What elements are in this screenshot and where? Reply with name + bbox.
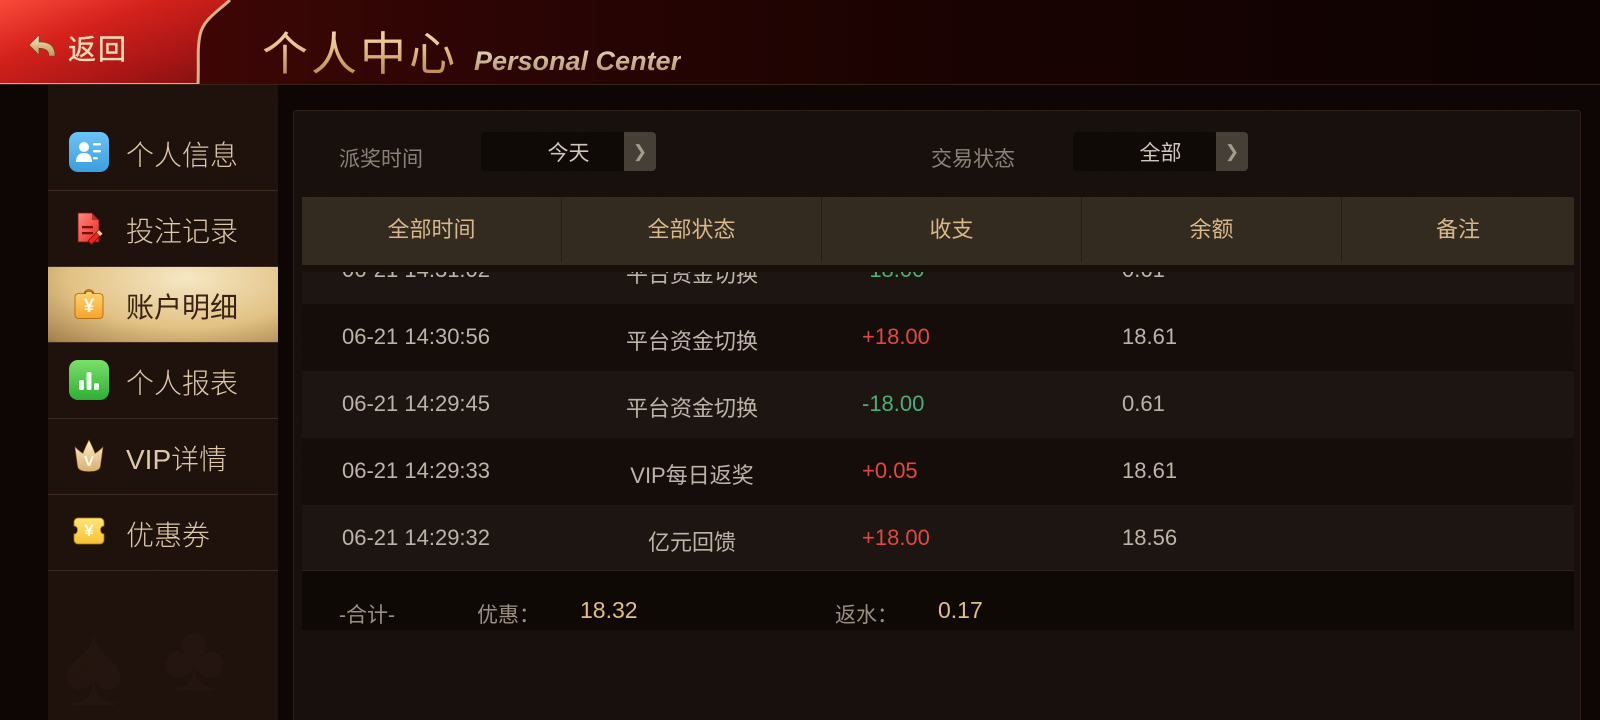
svg-text:¥: ¥	[84, 521, 94, 540]
svg-text:V: V	[84, 453, 94, 470]
svg-text:♣: ♣	[163, 605, 225, 711]
svg-text:¥: ¥	[84, 296, 95, 317]
svg-text:♠: ♠	[63, 602, 124, 720]
